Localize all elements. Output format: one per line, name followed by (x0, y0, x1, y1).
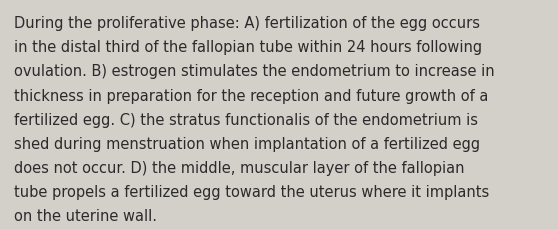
Text: on the uterine wall.: on the uterine wall. (14, 208, 157, 223)
Text: ovulation. B) estrogen stimulates the endometrium to increase in: ovulation. B) estrogen stimulates the en… (14, 64, 494, 79)
Text: does not occur. D) the middle, muscular layer of the fallopian: does not occur. D) the middle, muscular … (14, 160, 464, 175)
Text: thickness in preparation for the reception and future growth of a: thickness in preparation for the recepti… (14, 88, 488, 103)
Text: tube propels a fertilized egg toward the uterus where it implants: tube propels a fertilized egg toward the… (14, 184, 489, 199)
Text: During the proliferative phase: A) fertilization of the egg occurs: During the proliferative phase: A) ferti… (14, 16, 480, 31)
Text: in the distal third of the fallopian tube within 24 hours following: in the distal third of the fallopian tub… (14, 40, 482, 55)
Text: fertilized egg. C) the stratus functionalis of the endometrium is: fertilized egg. C) the stratus functiona… (14, 112, 478, 127)
Text: shed during menstruation when implantation of a fertilized egg: shed during menstruation when implantati… (14, 136, 480, 151)
